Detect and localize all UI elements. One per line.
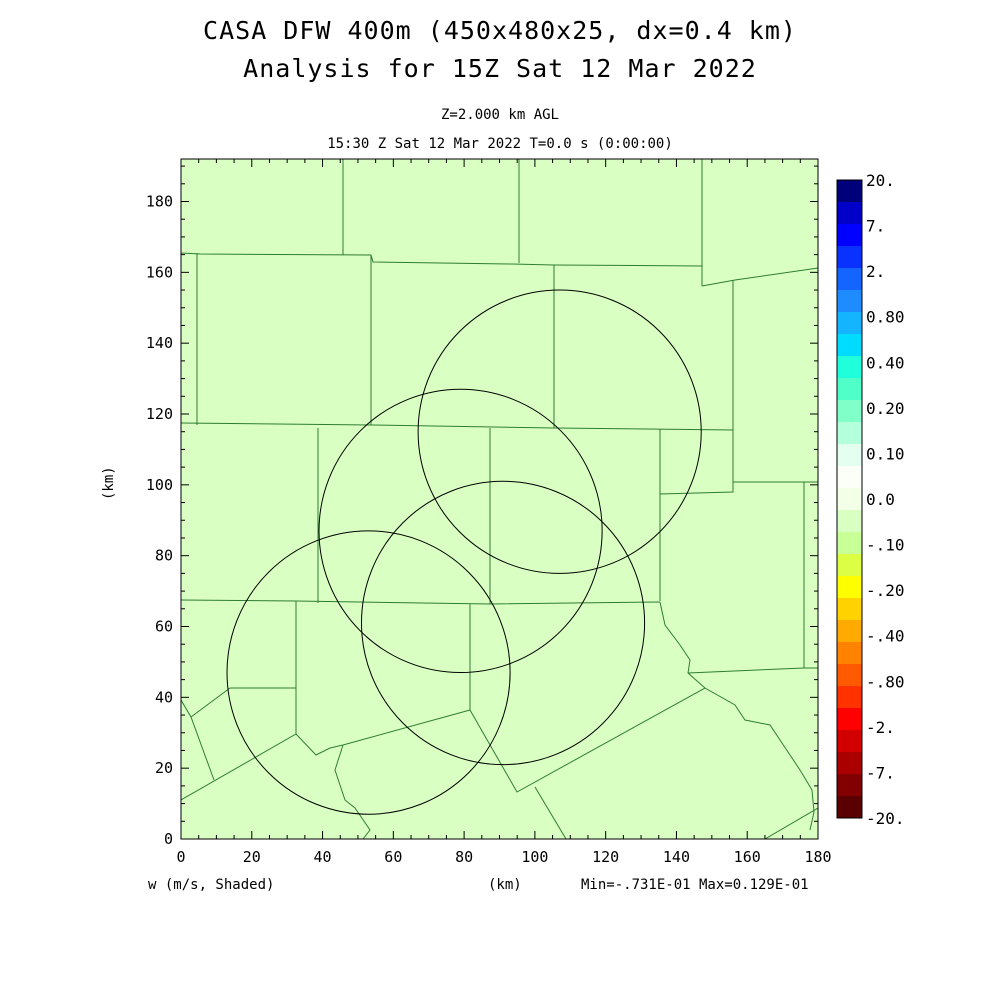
colorbar-swatch bbox=[837, 532, 862, 555]
y-tick-label: 160 bbox=[146, 263, 173, 281]
y-tick-label: 0 bbox=[164, 830, 173, 848]
colorbar-swatch bbox=[837, 422, 862, 445]
colorbar-swatch bbox=[837, 400, 862, 423]
radar-ring-4 bbox=[226, 530, 511, 815]
colorbar-swatch bbox=[837, 708, 862, 731]
colorbar-label: -.10 bbox=[866, 536, 905, 555]
colorbar-swatch bbox=[837, 202, 862, 225]
x-axis-label: (km) bbox=[488, 877, 522, 893]
colorbar-swatch bbox=[837, 576, 862, 599]
colorbar-swatch bbox=[837, 510, 862, 533]
colorbar-swatch bbox=[837, 774, 862, 797]
y-tick-label: 40 bbox=[155, 688, 173, 706]
colorbar-swatch bbox=[837, 290, 862, 313]
x-tick-label: 40 bbox=[314, 848, 332, 866]
y-tick-label: 20 bbox=[155, 759, 173, 777]
time-label: 15:30 Z Sat 12 Mar 2022 T=0.0 s (0:00:00… bbox=[327, 136, 673, 152]
y-tick-label: 140 bbox=[146, 334, 173, 352]
colorbar-swatch bbox=[837, 466, 862, 489]
colorbar-label: -.40 bbox=[866, 627, 905, 646]
colorbar-swatch bbox=[837, 796, 862, 819]
colorbar-swatch bbox=[837, 730, 862, 753]
colorbar-label: 2. bbox=[866, 262, 885, 281]
colorbar-swatch bbox=[837, 268, 862, 291]
colorbar-label: 0.20 bbox=[866, 399, 905, 418]
colorbar-label: 20. bbox=[866, 171, 895, 190]
colorbar-label: -.80 bbox=[866, 672, 905, 691]
colorbar-swatch bbox=[837, 334, 862, 357]
colorbar-label: 0.10 bbox=[866, 444, 905, 463]
colorbar-swatch bbox=[837, 642, 862, 665]
colorbar-label: 0.80 bbox=[866, 308, 905, 327]
y-tick-label: 60 bbox=[155, 618, 173, 636]
colorbar-swatch bbox=[837, 378, 862, 401]
shaded-field bbox=[181, 159, 818, 839]
x-tick-label: 100 bbox=[521, 848, 548, 866]
y-tick-label: 80 bbox=[155, 547, 173, 565]
level-label: Z=2.000 km AGL bbox=[440, 107, 559, 123]
y-tick-label: 100 bbox=[146, 476, 173, 494]
x-tick-label: 0 bbox=[176, 848, 185, 866]
y-tick-label: 120 bbox=[146, 405, 173, 423]
colorbar-swatch bbox=[837, 224, 862, 247]
colorbar-swatch bbox=[837, 664, 862, 687]
colorbar-label: -7. bbox=[866, 763, 895, 782]
minmax-label: Min=-.731E-01 Max=0.129E-01 bbox=[581, 877, 809, 893]
radar-ring-2 bbox=[318, 388, 603, 674]
colorbar-swatch bbox=[837, 488, 862, 511]
colorbar-swatch bbox=[837, 554, 862, 577]
colorbar-swatch bbox=[837, 444, 862, 467]
colorbar-label: -.20 bbox=[866, 581, 905, 600]
radar-ring-1 bbox=[417, 289, 702, 574]
x-tick-label: 180 bbox=[804, 848, 831, 866]
plot-background bbox=[181, 159, 818, 839]
colorbar-swatch bbox=[837, 312, 862, 335]
colorbar-frame bbox=[836, 179, 863, 819]
colorbar-label: 0.0 bbox=[866, 490, 895, 509]
colorbar-label: 0.40 bbox=[866, 353, 905, 372]
chart-subtitle: Analysis for 15Z Sat 12 Mar 2022 bbox=[243, 54, 757, 83]
axes: 0 20 40 60 80 100 120 140 160 180 0 20 40 60 80 100 120 1… bbox=[146, 159, 832, 866]
colorbar-swatch bbox=[837, 686, 862, 709]
x-tick-label: 140 bbox=[663, 848, 690, 866]
colorbar-swatch bbox=[837, 246, 862, 269]
colorbar-swatch bbox=[837, 356, 862, 379]
colorbar: 20. 7. 2. 0.80 0.40 0.20 0.10 0.0 -.10 -.20 -.40 -.… bbox=[836, 171, 905, 828]
county-boundaries bbox=[181, 159, 818, 839]
radar-range-rings bbox=[226, 289, 702, 815]
x-tick-label: 20 bbox=[243, 848, 261, 866]
colorbar-label: -20. bbox=[866, 809, 905, 828]
x-tick-label: 80 bbox=[455, 848, 473, 866]
variable-label: w (m/s, Shaded) bbox=[148, 877, 275, 893]
radar-ring-3 bbox=[360, 480, 646, 766]
x-tick-label: 160 bbox=[734, 848, 761, 866]
y-tick-label: 180 bbox=[146, 193, 173, 211]
colorbar-label: -2. bbox=[866, 718, 895, 737]
colorbar-swatch bbox=[837, 752, 862, 775]
chart-title: CASA DFW 400m (450x480x25, dx=0.4 km) bbox=[203, 16, 797, 45]
colorbar-swatch bbox=[837, 620, 862, 643]
colorbar-swatch bbox=[837, 598, 862, 621]
x-tick-label: 120 bbox=[592, 848, 619, 866]
colorbar-swatch bbox=[837, 180, 862, 203]
colorbar-label: 7. bbox=[866, 217, 885, 236]
x-tick-label: 60 bbox=[384, 848, 402, 866]
